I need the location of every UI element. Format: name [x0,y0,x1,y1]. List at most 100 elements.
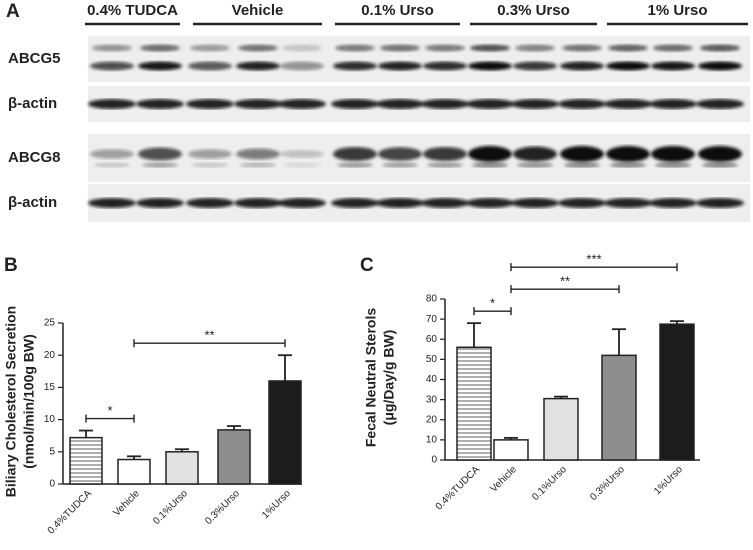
band [558,198,606,208]
band [94,162,130,168]
band [333,147,377,161]
band [649,198,697,208]
band [376,198,424,208]
band [376,99,424,109]
band [558,99,606,109]
x-tick-label: Vehicle [111,488,142,519]
band [238,44,278,52]
group-label: 1% Urso [647,2,707,19]
group-label: 0.4% TUDCA [87,2,178,19]
x-tick-label: 0.1%Urso [151,488,190,527]
bar [456,346,492,461]
y-axis-label: (μg/Day/g BW) [381,330,397,426]
band [698,61,742,71]
bar [659,323,695,461]
bar [493,439,529,461]
band [562,44,602,52]
band [427,162,463,168]
band [560,61,604,71]
significance-label: ** [204,328,214,343]
significance-label: * [107,403,112,418]
band [513,61,557,71]
bar [69,436,103,485]
band [468,61,512,71]
band [517,162,553,168]
band [192,162,228,168]
panel-label: B [4,255,18,276]
band [651,146,695,162]
panel-label: A [6,1,20,22]
y-tick-label: 60 [426,334,438,345]
band [696,198,744,208]
y-axis-label: Biliary Cholesterol Secretion [3,306,19,497]
band [88,99,136,109]
y-tick-label: 10 [44,414,56,425]
band [380,44,420,52]
band [604,99,652,109]
band [140,44,180,52]
band [425,44,465,52]
band [142,162,178,168]
band [604,198,652,208]
band [234,99,282,109]
band [136,198,184,208]
band [378,147,422,161]
y-tick-label: 15 [44,382,56,393]
group-label: 0.3% Urso [497,2,570,19]
y-tick-label: 0 [49,479,55,490]
band [423,147,467,161]
band [698,146,742,162]
band [608,44,648,52]
x-tick-label: 0.3%Urso [588,464,627,503]
band [138,147,182,161]
band [331,99,379,109]
band [335,44,375,52]
band [90,61,134,71]
band [564,162,600,168]
band [421,198,469,208]
band [186,99,234,109]
band [513,146,557,162]
band [136,99,184,109]
band [236,61,280,71]
group-label: Vehicle [232,2,284,19]
row-label: β-actin [8,95,57,112]
band [331,198,379,208]
band [337,162,373,168]
band [280,150,324,158]
band [466,99,514,109]
band [88,198,136,208]
band [90,149,134,159]
y-tick-label: 30 [426,394,438,405]
band [606,61,650,71]
bar [217,429,251,485]
band [186,198,234,208]
band [511,198,559,208]
band [378,61,422,71]
band [138,61,182,71]
bar [165,451,199,485]
band [240,162,276,168]
significance-label: *** [586,252,601,267]
blot-strip [88,36,750,82]
band [472,162,508,168]
band [653,44,693,52]
bar [601,354,637,461]
band [423,61,467,71]
y-tick-label: 0 [431,455,437,466]
x-tick-label: Vehicle [488,464,519,495]
band [606,146,650,162]
band [278,198,326,208]
y-tick-label: 70 [426,314,438,325]
band [470,44,510,52]
band [702,162,738,168]
band [515,44,555,52]
band [560,146,604,162]
band [700,44,740,52]
bar [543,397,579,461]
y-tick-label: 50 [426,354,438,365]
significance-label: ** [560,274,570,289]
blot-strip [88,134,750,182]
x-tick-label: 0.4%TUDCA [434,464,482,512]
